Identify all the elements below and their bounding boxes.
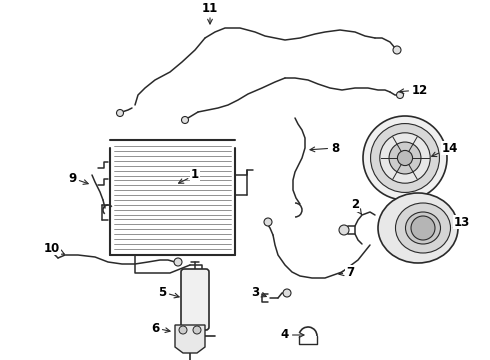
Text: 14: 14 xyxy=(432,141,458,157)
Circle shape xyxy=(181,117,189,123)
Text: 12: 12 xyxy=(399,84,428,96)
Text: 1: 1 xyxy=(178,168,199,183)
Circle shape xyxy=(46,246,54,254)
Text: 2: 2 xyxy=(351,198,362,214)
Text: 8: 8 xyxy=(310,141,339,154)
Circle shape xyxy=(396,91,403,99)
Circle shape xyxy=(411,216,435,240)
Text: 5: 5 xyxy=(158,285,179,298)
Circle shape xyxy=(283,289,291,297)
Circle shape xyxy=(174,258,182,266)
Ellipse shape xyxy=(406,212,441,244)
Text: 10: 10 xyxy=(44,242,64,255)
Text: 4: 4 xyxy=(281,328,304,342)
Circle shape xyxy=(179,326,187,334)
Ellipse shape xyxy=(395,203,450,253)
Circle shape xyxy=(393,46,401,54)
Polygon shape xyxy=(175,325,205,353)
Text: 3: 3 xyxy=(251,285,266,298)
Circle shape xyxy=(117,109,123,117)
Circle shape xyxy=(193,326,201,334)
Circle shape xyxy=(264,218,272,226)
Circle shape xyxy=(370,123,440,193)
Circle shape xyxy=(389,142,421,174)
Text: 6: 6 xyxy=(151,321,170,334)
Ellipse shape xyxy=(378,193,458,263)
Text: 11: 11 xyxy=(202,1,218,24)
Circle shape xyxy=(363,116,447,200)
Text: 7: 7 xyxy=(339,266,354,279)
FancyBboxPatch shape xyxy=(181,269,209,330)
Text: 13: 13 xyxy=(453,216,470,229)
Circle shape xyxy=(339,225,349,235)
Circle shape xyxy=(397,150,413,166)
Text: 9: 9 xyxy=(68,171,88,184)
Circle shape xyxy=(380,133,430,183)
